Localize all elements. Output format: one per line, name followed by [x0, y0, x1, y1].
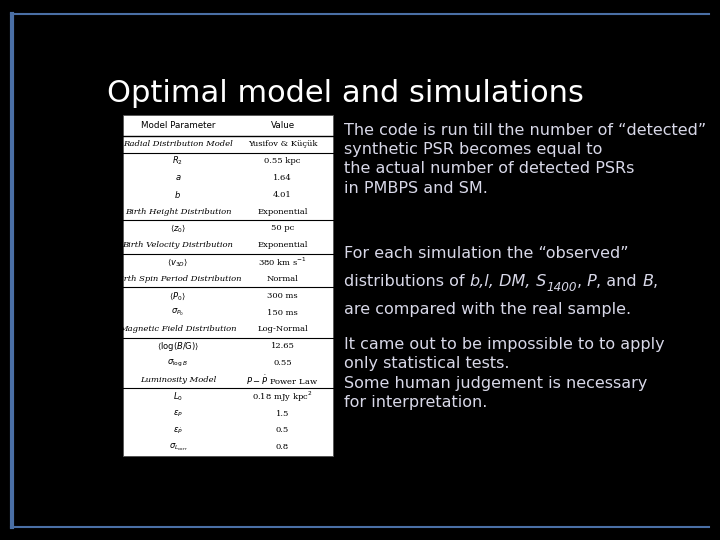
Text: 50 pc: 50 pc	[271, 225, 294, 232]
Text: Exponential: Exponential	[257, 207, 307, 215]
Text: Birth Spin Period Distribution: Birth Spin Period Distribution	[114, 275, 241, 283]
Text: $b$: $b$	[174, 189, 181, 200]
Text: $P - \dot{P}$ Power Law: $P - \dot{P}$ Power Law	[246, 373, 318, 387]
Text: $\langle \log(B/\mathrm{G}) \rangle$: $\langle \log(B/\mathrm{G}) \rangle$	[157, 340, 199, 353]
Text: $\epsilon_{\dot{P}}$: $\epsilon_{\dot{P}}$	[173, 425, 183, 436]
Text: $\sigma_{\log B}$: $\sigma_{\log B}$	[168, 357, 189, 369]
Text: ,: ,	[577, 274, 582, 289]
Text: 150 ms: 150 ms	[267, 308, 298, 316]
Text: $L_0$: $L_0$	[173, 390, 183, 403]
Text: Value: Value	[271, 121, 294, 130]
Text: $\sigma_{L_{\mathrm{corr}}}$: $\sigma_{L_{\mathrm{corr}}}$	[168, 442, 187, 453]
Text: 0.5: 0.5	[276, 427, 289, 434]
Text: S: S	[531, 274, 546, 289]
Text: Birth Velocity Distribution: Birth Velocity Distribution	[122, 241, 233, 249]
Text: Luminosity Model: Luminosity Model	[140, 376, 216, 384]
Text: $R_2$: $R_2$	[172, 155, 184, 167]
Text: B: B	[642, 274, 653, 289]
Text: , and: , and	[596, 274, 642, 289]
Text: 1400: 1400	[546, 281, 577, 294]
Text: Birth Height Distribution: Birth Height Distribution	[125, 207, 231, 215]
Text: 1.5: 1.5	[276, 409, 289, 417]
Text: For each simulation the “observed”: For each simulation the “observed”	[344, 246, 629, 261]
Text: It came out to be impossible to to apply
only statistical tests.
Some human judg: It came out to be impossible to to apply…	[344, 337, 665, 410]
Text: 0.8: 0.8	[276, 443, 289, 451]
Text: $\langle v_{3D} \rangle$: $\langle v_{3D} \rangle$	[167, 256, 189, 268]
Text: Normal: Normal	[266, 275, 299, 283]
Text: distributions of: distributions of	[344, 274, 469, 289]
Text: $\langle P_0 \rangle$: $\langle P_0 \rangle$	[169, 290, 186, 302]
Text: 0.18 mJy kpc$^2$: 0.18 mJy kpc$^2$	[252, 389, 312, 404]
Text: 0.55: 0.55	[273, 359, 292, 367]
Text: $\sigma_{P_0}$: $\sigma_{P_0}$	[171, 307, 184, 319]
FancyBboxPatch shape	[124, 114, 333, 456]
Text: Magnetic Field Distribution: Magnetic Field Distribution	[119, 326, 237, 333]
Text: 12.65: 12.65	[271, 342, 294, 350]
Text: 1.64: 1.64	[273, 174, 292, 182]
Text: Model Parameter: Model Parameter	[140, 121, 215, 130]
Text: Exponential: Exponential	[257, 241, 307, 249]
Text: $a$: $a$	[174, 173, 181, 183]
Text: 0.55 kpc: 0.55 kpc	[264, 157, 301, 165]
Text: ,: ,	[653, 274, 658, 289]
Text: DM,: DM,	[495, 274, 531, 289]
Text: 300 ms: 300 ms	[267, 292, 298, 300]
Text: P: P	[582, 274, 596, 289]
Text: Radial Distribution Model: Radial Distribution Model	[123, 140, 233, 148]
Text: 380 km s$^{-1}$: 380 km s$^{-1}$	[258, 256, 307, 268]
Text: b,l,: b,l,	[469, 274, 495, 289]
Text: 4.01: 4.01	[273, 191, 292, 199]
Text: $\epsilon_P$: $\epsilon_P$	[173, 408, 183, 419]
Text: Log-Normal: Log-Normal	[257, 326, 308, 333]
Text: Optimal model and simulations: Optimal model and simulations	[107, 79, 584, 109]
Text: The code is run till the number of “detected”
synthetic PSR becomes equal to
the: The code is run till the number of “dete…	[344, 123, 706, 195]
Text: Yusifov & Küçük: Yusifov & Küçük	[248, 140, 318, 148]
Text: are compared with the real sample.: are compared with the real sample.	[344, 302, 631, 317]
Text: $\langle z_0 \rangle$: $\langle z_0 \rangle$	[170, 222, 186, 234]
